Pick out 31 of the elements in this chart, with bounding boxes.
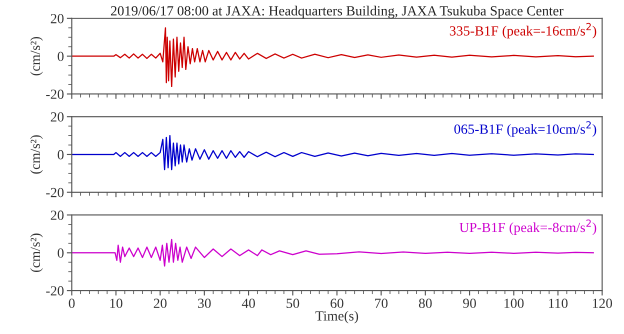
x-axis-title: Time(s) bbox=[315, 310, 358, 324]
x-tick-label: 80 bbox=[418, 298, 432, 308]
x-tick-label: 50 bbox=[286, 298, 300, 308]
y-tick-label: -20 bbox=[46, 188, 64, 198]
x-tick-label: 30 bbox=[198, 298, 211, 308]
x-tick-label: 40 bbox=[242, 298, 255, 308]
x-tick-label: 110 bbox=[549, 298, 568, 308]
x-tick-label: 20 bbox=[154, 298, 167, 308]
y-tick-label: 0 bbox=[58, 150, 64, 160]
chart-title: 2019/06/17 08:00 at JAXA: Headquarters Building, JAXA Tsukuba Space Center bbox=[110, 6, 564, 18]
y-axis-title: (cm/s²) bbox=[30, 234, 43, 272]
x-tick-label: 90 bbox=[463, 298, 476, 308]
y-tick-label: 20 bbox=[50, 210, 64, 220]
series-label: 065-B1F (peak=10cm/s$^{2}$) bbox=[454, 121, 596, 137]
series-label: 335-B1F (peak=-16cm/s$^{2}$) bbox=[450, 22, 596, 38]
x-tick-label: 70 bbox=[375, 298, 388, 308]
y-axis-title: (cm/s²) bbox=[30, 135, 43, 174]
x-tick-label: 60 bbox=[330, 298, 344, 308]
y-tick-label: -20 bbox=[46, 286, 64, 296]
y-tick-label: -20 bbox=[46, 90, 64, 99]
series-label: UP-B1F (peak=-8cm/s$^{2}$) bbox=[460, 220, 596, 235]
x-tick-label: 120 bbox=[592, 298, 612, 308]
x-tick-label: 100 bbox=[504, 298, 524, 308]
y-axis-title: (cm/s²) bbox=[30, 36, 43, 76]
y-tick-label: 20 bbox=[50, 112, 64, 122]
y-tick-label: 0 bbox=[58, 248, 64, 258]
x-tick-label: 0 bbox=[68, 298, 75, 308]
y-tick-label: 0 bbox=[58, 52, 64, 62]
x-tick-label: 10 bbox=[110, 298, 122, 308]
y-tick-label: 20 bbox=[50, 14, 64, 24]
line-series bbox=[72, 238, 594, 267]
